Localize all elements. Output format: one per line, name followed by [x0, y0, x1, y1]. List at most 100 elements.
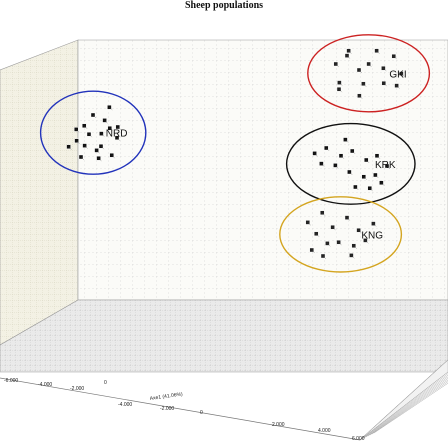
- drop-line: [109, 128, 113, 132]
- wedge-line: [359, 371, 448, 441]
- drop-line: [369, 188, 373, 192]
- x-tick-label: -4.000: [118, 402, 132, 408]
- front-axis-line: [0, 377, 361, 441]
- drop-line: [345, 139, 349, 143]
- group-label-kng: KNG: [361, 230, 383, 241]
- drop-line: [339, 82, 343, 86]
- drop-line: [346, 217, 351, 221]
- group-ellipses: [39, 34, 431, 273]
- back-wall: [77, 39, 448, 301]
- drop-line: [375, 174, 379, 179]
- floor-plane: [0, 299, 448, 373]
- drop-line: [386, 165, 391, 170]
- wedge-line: [367, 378, 448, 437]
- drop-line: [353, 245, 357, 249]
- drop-line: [381, 182, 385, 186]
- drop-line: [88, 134, 93, 138]
- wedge-line: [361, 373, 448, 440]
- drop-line: [368, 63, 372, 68]
- x-axis-tick-labels: -4.000 -2.000 0 2.000 4.000 6.000: [118, 402, 365, 442]
- drop-line: [322, 212, 326, 216]
- drop-line: [348, 50, 352, 54]
- drop-line: [76, 140, 80, 144]
- x-tick-label: 0: [200, 410, 203, 416]
- drop-line: [80, 156, 85, 161]
- floor-tick-labels: -6.000 -4.000 -2.000 0: [4, 378, 107, 392]
- group-ellipse-gki: [307, 34, 431, 113]
- floor-wedge-lines: [359, 371, 448, 441]
- drop-line: [338, 89, 343, 93]
- drop-line: [109, 107, 113, 111]
- wedge-line: [369, 379, 448, 436]
- floor-tick-label: -4.000: [38, 382, 52, 388]
- drop-line: [307, 222, 311, 226]
- drop-line: [327, 243, 331, 247]
- drop-line: [346, 55, 351, 59]
- drop-line: [76, 129, 80, 133]
- drop-line: [373, 223, 377, 227]
- x-tick-label: 2.000: [272, 422, 285, 428]
- drop-line: [358, 230, 362, 234]
- data-points: [66, 48, 405, 260]
- drop-line: [359, 95, 363, 99]
- drop-line: [92, 114, 97, 119]
- floor-tick-label: 0: [104, 380, 107, 386]
- drop-line: [101, 133, 105, 137]
- x-axis-label: Axe1 (41.06%): [149, 391, 183, 402]
- floor-tick-label: -2.000: [70, 386, 84, 392]
- wedge-line: [363, 375, 448, 439]
- drop-line: [352, 150, 356, 155]
- drop-line: [335, 165, 339, 169]
- group-ellipse-kng: [279, 196, 403, 273]
- drop-line: [316, 233, 320, 237]
- group-ellipse-nrd: [39, 90, 147, 175]
- group-label-krk: KRK: [375, 160, 396, 171]
- drop-line: [363, 176, 367, 180]
- drop-line: [314, 153, 318, 157]
- drop-line: [376, 50, 380, 54]
- drop-line: [84, 145, 88, 149]
- drop-line: [383, 68, 387, 72]
- drop-line: [335, 63, 339, 68]
- drop-line: [321, 163, 325, 167]
- drop-line: [340, 155, 345, 159]
- wedge-line: [365, 376, 448, 438]
- drop-line: [332, 227, 336, 231]
- drop-line: [355, 186, 359, 191]
- drop-line: [365, 240, 369, 244]
- group-ellipse-krk: [285, 122, 416, 205]
- drop-line: [116, 137, 121, 141]
- chart-title: Sheep populations: [184, 0, 264, 11]
- drop-line: [396, 85, 400, 89]
- group-labels: NRD GKI KRK KNG: [106, 69, 407, 241]
- drop-line: [322, 255, 327, 260]
- wedge-line: [371, 381, 448, 435]
- drop-line: [68, 146, 72, 150]
- drop-line: [311, 249, 315, 254]
- drop-line: [84, 125, 88, 129]
- group-label-gki: GKI: [389, 69, 406, 80]
- x-tick-label: -2.000: [160, 406, 174, 412]
- left-wall: [0, 39, 79, 346]
- wedge-line: [373, 383, 448, 434]
- drop-line: [111, 155, 115, 159]
- data-point-kng: [320, 253, 326, 259]
- drop-line: [383, 83, 387, 87]
- drop-line: [349, 171, 353, 176]
- drop-line: [104, 120, 108, 124]
- drop-line: [366, 159, 370, 164]
- drop-line: [358, 69, 363, 74]
- drop-line: [393, 56, 397, 60]
- drop-line: [326, 147, 330, 152]
- drop-line: [98, 158, 102, 162]
- drop-line: [376, 155, 381, 159]
- group-label-nrd: NRD: [106, 129, 128, 140]
- x-tick-label: 6.000: [352, 436, 365, 442]
- drop-line: [100, 146, 105, 150]
- drop-line: [96, 150, 100, 154]
- drop-line: [338, 242, 342, 246]
- drop-line: [363, 83, 367, 87]
- drop-line: [351, 255, 355, 259]
